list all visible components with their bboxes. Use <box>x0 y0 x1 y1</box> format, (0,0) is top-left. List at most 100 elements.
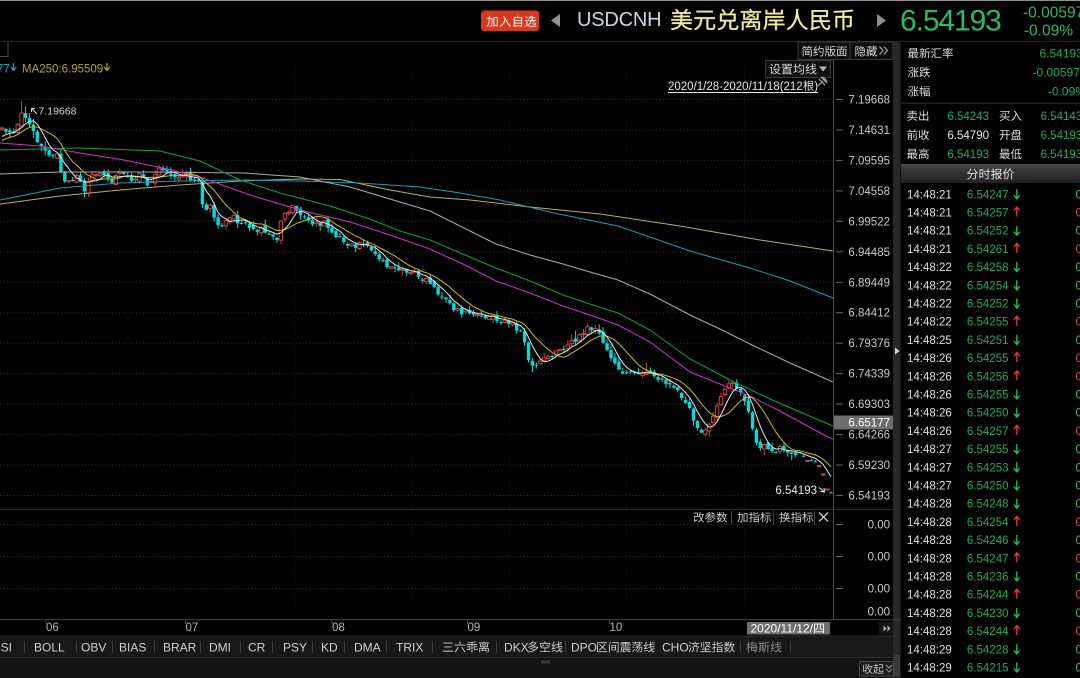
svg-text:6.54230: 6.54230 <box>967 608 1009 620</box>
svg-text:0: 0 <box>1076 499 1080 511</box>
svg-text:14:48:29: 14:48:29 <box>907 663 952 675</box>
svg-text:0: 0 <box>1076 262 1080 274</box>
svg-text:14:48:21: 14:48:21 <box>907 244 952 256</box>
svg-text:07: 07 <box>186 622 199 634</box>
svg-text:6.54256: 6.54256 <box>967 371 1009 383</box>
svg-text:10: 10 <box>610 622 623 634</box>
svg-text:6.54143: 6.54143 <box>1041 111 1080 123</box>
svg-text:6.54254: 6.54254 <box>967 517 1009 529</box>
svg-text:0: 0 <box>1076 371 1080 383</box>
svg-text:6.54252: 6.54252 <box>967 226 1009 238</box>
svg-text:6.54250: 6.54250 <box>967 481 1009 493</box>
svg-text:14:48:28: 14:48:28 <box>907 535 952 547</box>
svg-text:14:48:27: 14:48:27 <box>907 462 952 474</box>
svg-text:6.54244: 6.54244 <box>967 626 1009 638</box>
svg-text:6.54193: 6.54193 <box>775 485 817 497</box>
svg-text:0: 0 <box>1076 644 1080 656</box>
svg-text:0: 0 <box>1076 426 1080 438</box>
svg-text:7.19668: 7.19668 <box>848 95 890 107</box>
svg-text:6.54228: 6.54228 <box>967 644 1009 656</box>
svg-text:7.14631: 7.14631 <box>848 125 890 137</box>
svg-text:RSI: RSI <box>0 641 12 655</box>
svg-text:0: 0 <box>1076 244 1080 256</box>
svg-text:-0.00597: -0.00597 <box>1033 66 1080 80</box>
svg-text:6.54255: 6.54255 <box>967 444 1009 456</box>
svg-text:2020/1/28-2020/11/18(212: 2020/1/28-2020/11/18(212 <box>668 81 803 93</box>
svg-text:PSY: PSY <box>283 641 307 655</box>
svg-text:6.54193: 6.54193 <box>1040 46 1080 60</box>
svg-text:7.09595: 7.09595 <box>848 155 890 167</box>
svg-text:6.89449: 6.89449 <box>848 277 890 289</box>
svg-text:0: 0 <box>1076 517 1080 529</box>
svg-text:6.54193: 6.54193 <box>900 5 1001 38</box>
svg-text:6.54257: 6.54257 <box>967 426 1009 438</box>
svg-text:14:48:21: 14:48:21 <box>907 208 952 220</box>
svg-text:OBV: OBV <box>81 641 106 655</box>
svg-text:6.54258: 6.54258 <box>967 262 1009 274</box>
svg-text:14:48:21: 14:48:21 <box>907 226 952 238</box>
svg-text:0: 0 <box>1076 390 1080 402</box>
svg-text:0: 0 <box>1076 590 1080 602</box>
svg-text:14:48:26: 14:48:26 <box>907 371 952 383</box>
svg-text:6.54790: 6.54790 <box>947 130 989 142</box>
svg-text:06: 06 <box>46 622 59 634</box>
svg-text:6.94485: 6.94485 <box>848 247 890 259</box>
svg-text:14:48:26: 14:48:26 <box>907 390 952 402</box>
svg-text:6.54236: 6.54236 <box>967 572 1009 584</box>
svg-text:6.69303: 6.69303 <box>848 399 890 411</box>
svg-text:TRIX: TRIX <box>396 641 423 655</box>
svg-text:0: 0 <box>1076 608 1080 620</box>
svg-text:DMA: DMA <box>354 641 381 655</box>
svg-text:14:48:22: 14:48:22 <box>907 299 952 311</box>
svg-text:0: 0 <box>1076 444 1080 456</box>
svg-text:0: 0 <box>1076 535 1080 547</box>
svg-text:14:48:26: 14:48:26 <box>907 408 952 420</box>
svg-text:-0.09%: -0.09% <box>1048 85 1080 99</box>
svg-text:09: 09 <box>468 622 481 634</box>
svg-text:0: 0 <box>1076 481 1080 493</box>
svg-text:7.04558: 7.04558 <box>848 186 890 198</box>
svg-text:6.54252: 6.54252 <box>967 299 1009 311</box>
svg-text:MA250:6.95509: MA250:6.95509 <box>22 64 103 76</box>
svg-text:14:48:27: 14:48:27 <box>907 481 952 493</box>
svg-text:14:48:26: 14:48:26 <box>907 353 952 365</box>
svg-text:6.54251: 6.54251 <box>967 335 1009 347</box>
svg-text:77: 77 <box>0 64 10 76</box>
svg-text:0: 0 <box>1076 553 1080 565</box>
svg-text:6.54257: 6.54257 <box>967 208 1009 220</box>
svg-text:14:48:22: 14:48:22 <box>907 280 952 292</box>
svg-text:6.54193: 6.54193 <box>1041 130 1080 142</box>
svg-text:DMI: DMI <box>209 641 231 655</box>
svg-text:0: 0 <box>1076 280 1080 292</box>
svg-text:0: 0 <box>1076 663 1080 675</box>
svg-text:): ) <box>814 81 818 93</box>
svg-text:-0.09%: -0.09% <box>1024 23 1073 40</box>
svg-text:0: 0 <box>1076 208 1080 220</box>
svg-text:14:48:27: 14:48:27 <box>907 444 952 456</box>
svg-text:2020/11/12/: 2020/11/12/ <box>751 622 814 636</box>
svg-text:6.54215: 6.54215 <box>967 663 1009 675</box>
svg-text:0: 0 <box>1076 462 1080 474</box>
svg-text:6.54247: 6.54247 <box>967 553 1009 565</box>
svg-text:6.54248: 6.54248 <box>967 499 1009 511</box>
svg-text:0: 0 <box>1076 572 1080 584</box>
svg-text:0: 0 <box>1076 189 1080 201</box>
svg-text:6.59230: 6.59230 <box>848 460 890 472</box>
svg-text:6.79376: 6.79376 <box>848 338 890 350</box>
svg-text:DPO: DPO <box>571 641 597 655</box>
svg-text:6.54255: 6.54255 <box>967 317 1009 329</box>
svg-text:14:48:28: 14:48:28 <box>907 626 952 638</box>
svg-text:DKX: DKX <box>504 641 529 655</box>
svg-text:6.84412: 6.84412 <box>848 308 890 320</box>
svg-text:14:48:22: 14:48:22 <box>907 317 952 329</box>
svg-text:USDCNH: USDCNH <box>577 9 661 31</box>
svg-text:14:48:28: 14:48:28 <box>907 517 952 529</box>
svg-text:BOLL: BOLL <box>34 641 65 655</box>
svg-text:0: 0 <box>1076 626 1080 638</box>
svg-text:14:48:28: 14:48:28 <box>907 499 952 511</box>
svg-text:0: 0 <box>1076 317 1080 329</box>
svg-text:6.54250: 6.54250 <box>967 408 1009 420</box>
svg-text:-0.00597: -0.00597 <box>1023 4 1080 21</box>
svg-text:6.54247: 6.54247 <box>967 189 1009 201</box>
svg-text:CR: CR <box>248 641 266 655</box>
